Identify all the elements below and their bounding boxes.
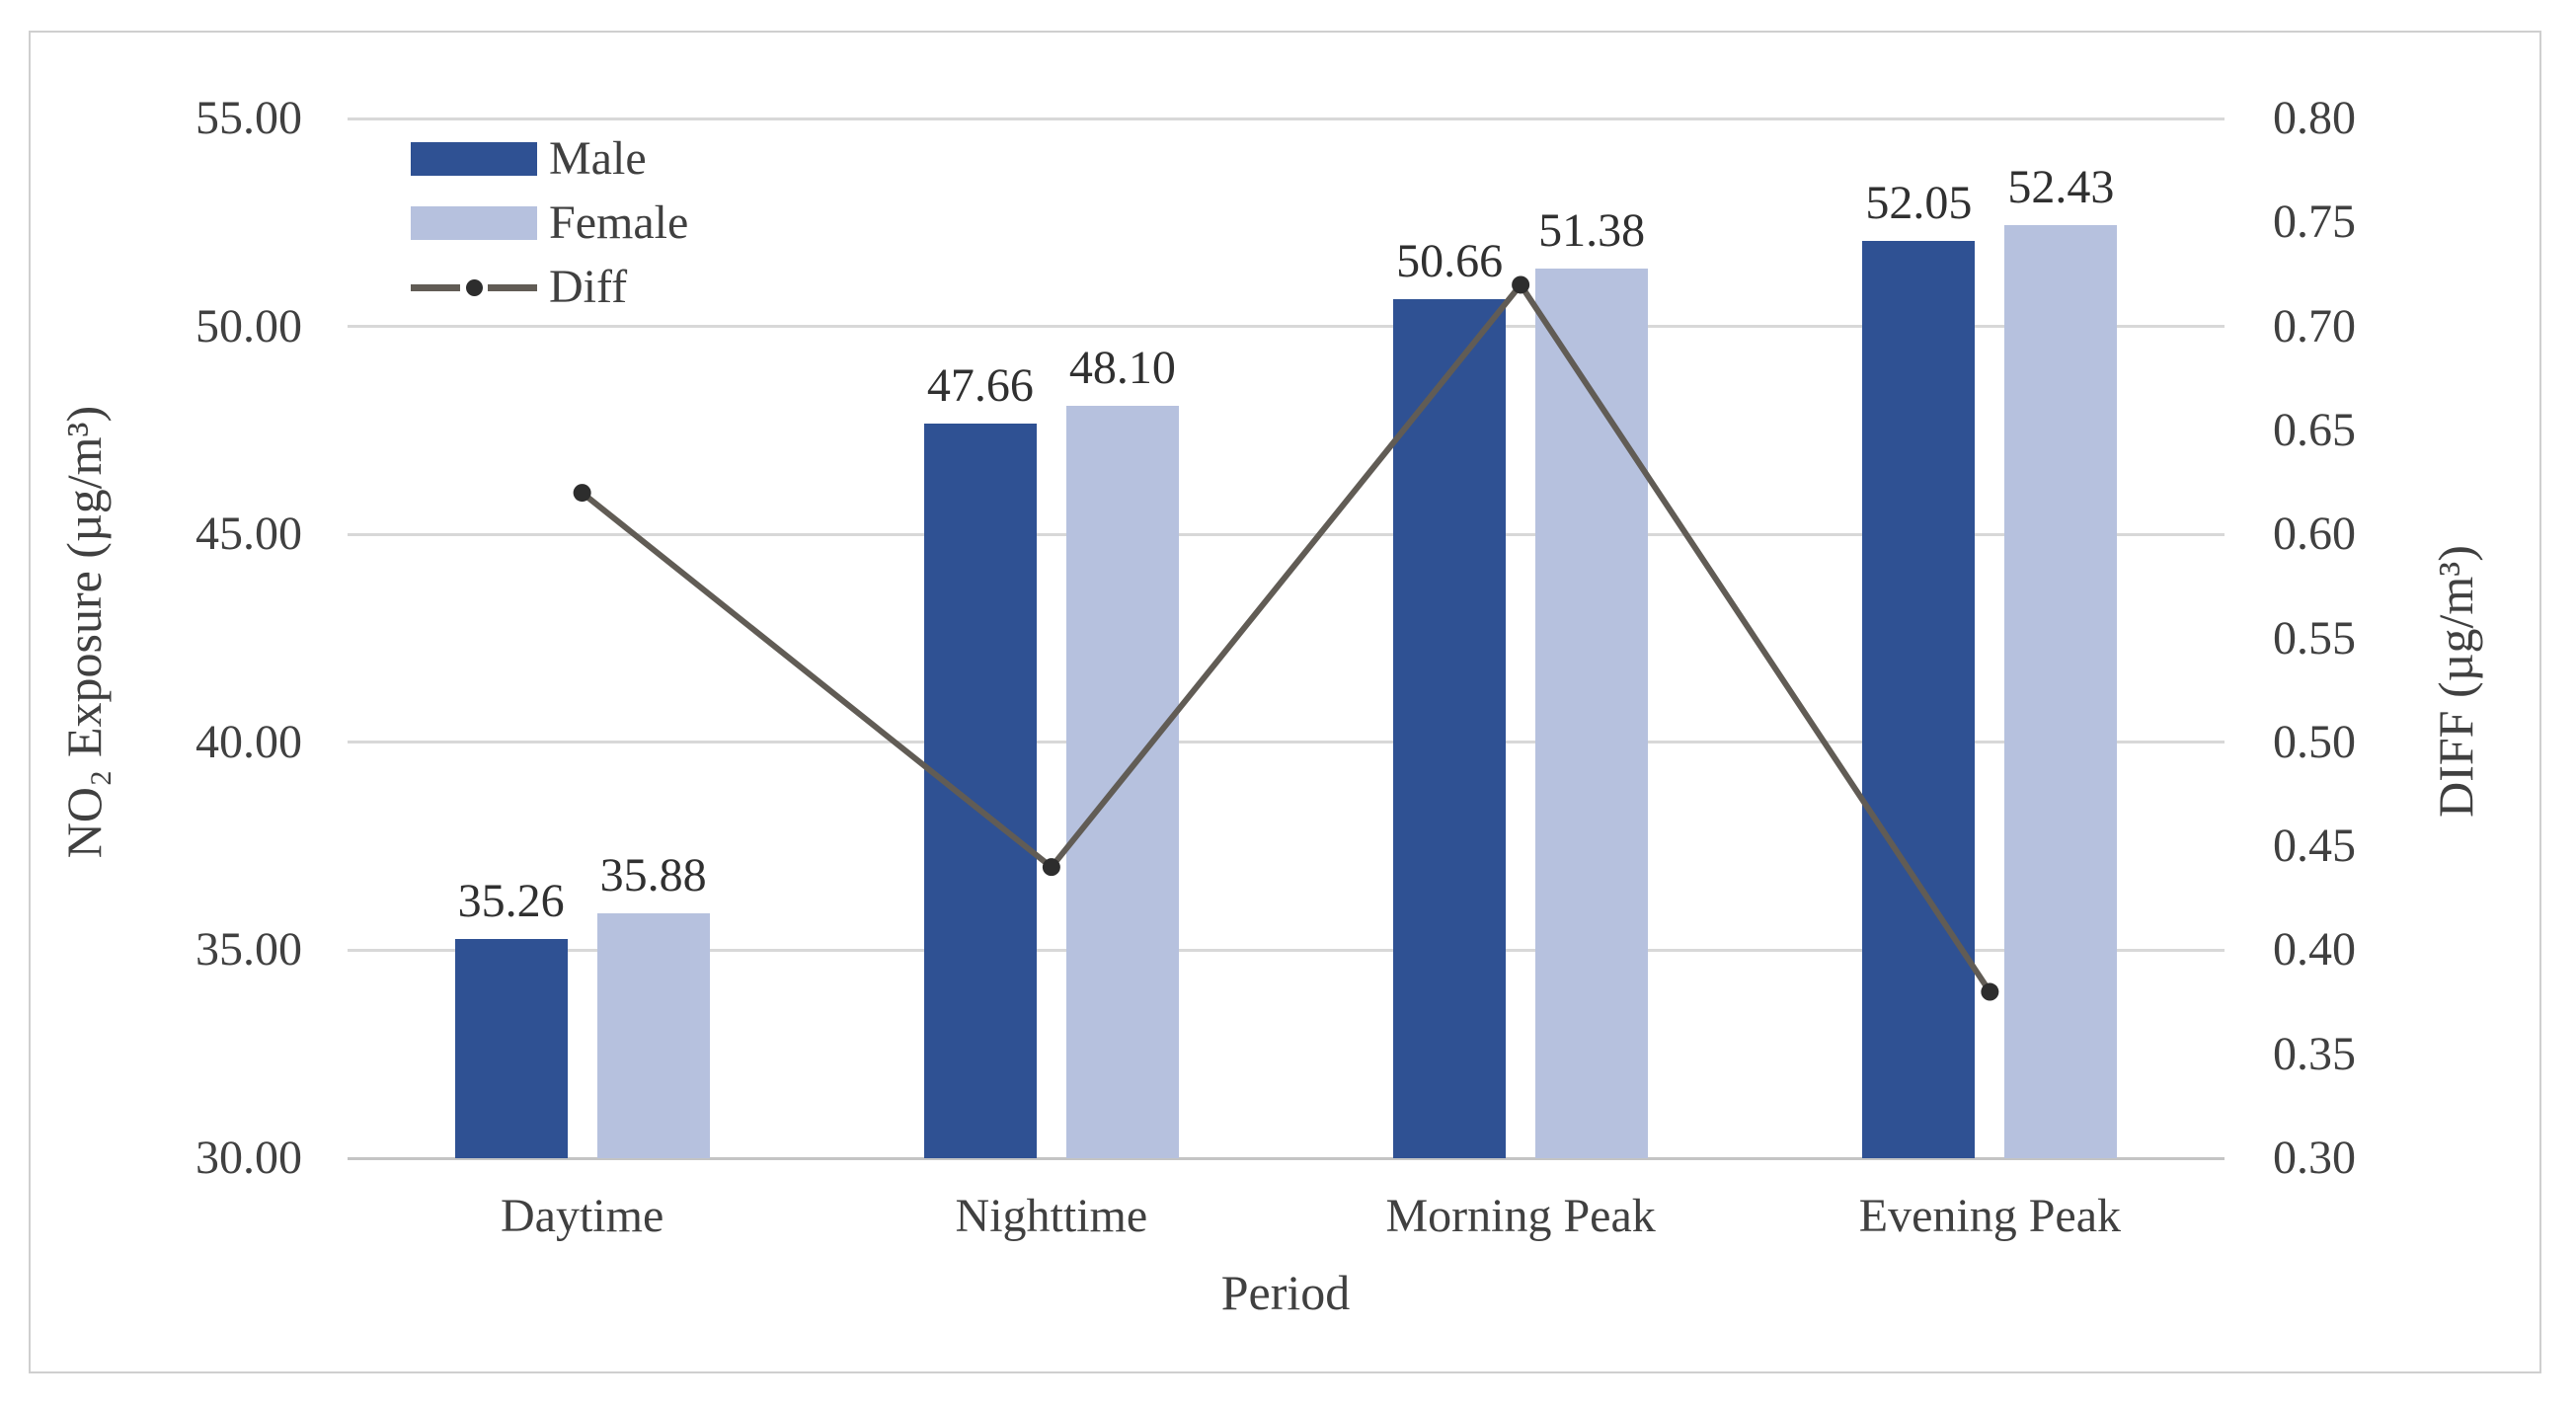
category-label-morning-peak: Morning Peak [1385,1190,1656,1242]
gridline [348,325,2225,329]
left-axis-tick-2: 45.00 [195,508,302,561]
left-axis-tick-1: 50.00 [195,299,302,352]
bar-male-morning-peak [1393,298,1507,1158]
data-label-female-nighttime: 48.10 [1068,341,1176,394]
category-label-daytime: Daytime [500,1190,664,1242]
diff-marker-morning-peak [1512,275,1530,294]
bar-female-morning-peak [1535,269,1649,1158]
data-label-male-nighttime: 47.66 [926,359,1034,413]
legend-item-male: Male [411,132,688,185]
legend-swatch-male [411,142,537,176]
right-axis-tick-7: 0.45 [2273,820,2356,873]
legend-line-segment [411,284,460,291]
right-axis-tick-5: 0.55 [2273,611,2356,665]
right-axis-tick-3: 0.65 [2273,403,2356,456]
diff-marker-daytime [573,484,591,503]
legend-item-female: Female [411,196,689,249]
right-axis-tick-6: 0.50 [2273,715,2356,768]
data-label-female-evening-peak: 52.43 [2007,161,2115,214]
legend-swatch-female [411,206,537,240]
data-label-male-daytime: 35.26 [457,875,565,928]
right-axis-tick-10: 0.30 [2273,1132,2356,1184]
gridline [348,741,2225,744]
diff-line [580,279,1992,994]
data-label-female-daytime: 35.88 [599,849,707,902]
bar-male-nighttime [923,424,1037,1158]
left-axis-tick-4: 35.00 [195,923,302,977]
bar-male-evening-peak [1862,241,1976,1158]
gridline [348,532,2225,536]
gridline [348,948,2225,952]
right-axis-title: DIFF (µg/m³) [2428,545,2483,818]
bar-female-evening-peak [2004,225,2118,1158]
plot-area: 35.26 47.66 50.66 52.05 35.88 48.10 51.38 52.43… [348,117,2225,1160]
right-axis-tick-4: 0.60 [2273,508,2356,561]
left-axis-tick-5: 30.00 [195,1132,302,1184]
left-axis-tick-0: 55.00 [195,92,302,144]
figure-border [29,31,2541,1373]
data-label-male-morning-peak: 50.66 [1396,234,1504,287]
legend-line-segment [488,284,537,291]
category-label-nighttime: Nighttime [955,1190,1148,1242]
bar-female-daytime [596,913,710,1158]
left-axis-tick-3: 40.00 [195,715,302,768]
legend-label-male: Male [549,132,647,185]
right-axis-tick-8: 0.40 [2273,923,2356,977]
data-label-female-morning-peak: 51.38 [1538,204,1646,258]
legend-line-marker [466,279,483,296]
x-axis-baseline [348,1156,2225,1160]
legend-label-female: Female [549,196,689,249]
right-axis-tick-1: 0.75 [2273,196,2356,249]
category-label-evening-peak: Evening Peak [1858,1190,2122,1242]
legend-item-diff: Diff [411,261,688,313]
diff-marker-evening-peak [1981,982,1999,1001]
legend-line-sample-diff [411,271,537,304]
legend-label-diff: Diff [549,261,628,313]
diff-marker-nighttime [1042,858,1060,877]
right-axis-tick-9: 0.35 [2273,1027,2356,1080]
right-axis-tick-2: 0.70 [2273,299,2356,352]
gridline [348,117,2225,120]
right-axis-tick-0: 0.80 [2273,92,2356,144]
left-axis-title: NO₂ Exposure (µg/m³) [56,405,112,859]
bar-male-daytime [454,939,568,1158]
data-label-male-evening-peak: 52.05 [1865,177,1973,230]
x-axis-title: Period [1220,1265,1351,1320]
diff-line-layer [573,275,1999,1001]
legend: Male Female Diff [411,132,689,313]
